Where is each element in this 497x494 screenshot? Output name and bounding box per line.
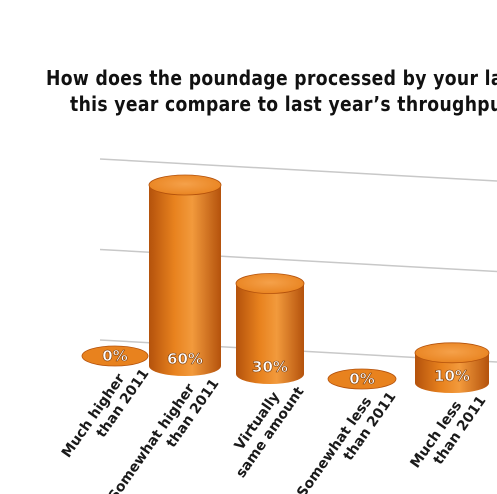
category-label-4: Somewhat lessthan 2011 [294,379,399,494]
value-label: 60% [167,350,203,368]
bar-body [415,352,489,393]
category-label-5: Much lessthan 2011 [407,383,489,481]
bar-top [327,368,397,390]
category-label-3: Virtuallysame amount [219,374,308,481]
value-label: 30% [252,358,288,376]
bar-top [414,342,490,364]
bar-top [148,174,222,196]
gridline-60 [99,158,497,182]
chart-title-line-1: How does the poundage processed by your … [46,66,497,90]
value-label: 10% [434,367,470,385]
bar-2: 60% [148,174,222,376]
bar-body [236,283,304,384]
bar-top [235,273,305,294]
bar-5: 10% [414,342,490,393]
bar-4: 0% [327,368,397,390]
chart-title-line-2: this year compare to last year’s through… [70,92,497,116]
bar-3: 30% [235,273,305,384]
bar-top [81,345,149,367]
bar-body [149,185,221,376]
value-label: 0% [102,347,127,365]
bar-1: 0% [81,345,149,367]
value-label: 0% [349,370,374,388]
